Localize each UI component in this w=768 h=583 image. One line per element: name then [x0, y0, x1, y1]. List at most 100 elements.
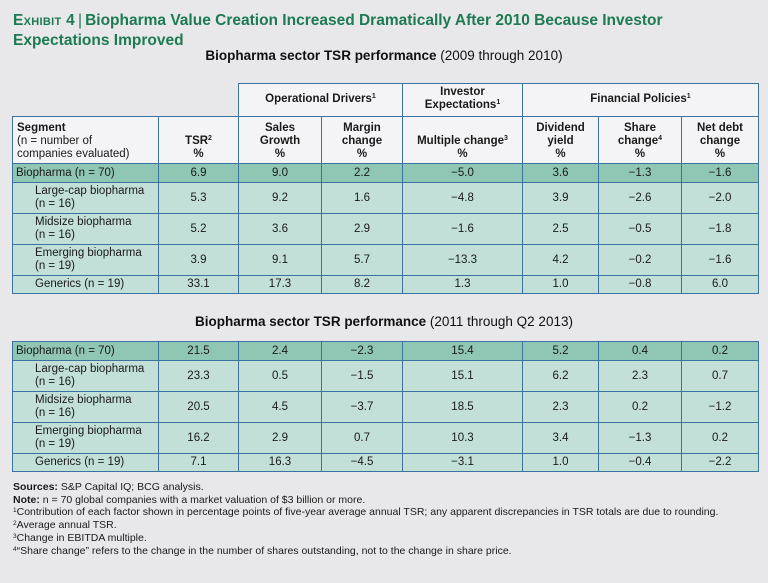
- footnote-1: 1Contribution of each factor shown in pe…: [13, 506, 719, 519]
- table-1-period: (2009 through 2010): [440, 48, 563, 63]
- segment-cell: Large-cap biopharma (n = 16): [12, 360, 159, 392]
- segment-count: (n = 19): [35, 438, 75, 450]
- cell-tsr: 6.9: [158, 163, 239, 183]
- cell-tsr: 23.3: [158, 360, 239, 392]
- group-operational-drivers: Operational Drivers1: [238, 83, 403, 117]
- table-2-period: (2011 through Q2 2013): [429, 314, 573, 329]
- cell-share: −1.3: [598, 422, 682, 454]
- cell-dividend: 1.0: [522, 275, 599, 294]
- cell-sales: 9.1: [238, 244, 322, 276]
- cell-tsr: 3.9: [158, 244, 239, 276]
- cell-multiple: −13.3: [402, 244, 523, 276]
- cell-netdebt: −1.2: [681, 391, 759, 423]
- cell-margin: −4.5: [321, 453, 403, 472]
- cell-netdebt: 0.2: [681, 422, 759, 454]
- cell-multiple: 18.5: [402, 391, 523, 423]
- cell-sales: 9.0: [238, 163, 322, 183]
- group-financial-policies: Financial Policies1: [522, 83, 759, 117]
- segment-name: Generics (n = 19): [35, 456, 125, 468]
- cell-netdebt: −2.2: [681, 453, 759, 472]
- cell-share: −0.8: [598, 275, 682, 294]
- cell-margin: −1.5: [321, 360, 403, 392]
- col-header-segment: Segment (n = number of companies evaluated…: [12, 116, 159, 164]
- table-1-subtitle: Biopharma sector TSR performance (2009 t…: [0, 48, 768, 63]
- cell-tsr: 5.2: [158, 213, 239, 245]
- tsr-table-2009-2010: Operational Drivers1 Investor Expectation…: [12, 83, 759, 294]
- cell-tsr: 7.1: [158, 453, 239, 472]
- general-note: Note: n = 70 global companies with a mar…: [13, 493, 366, 506]
- table-row: Biopharma (n = 70) 6.9 9.0 2.2 −5.0 3.6 −1.3 −1…: [12, 163, 759, 183]
- table-2-subtitle: Biopharma sector TSR performance (2011 t…: [0, 314, 768, 329]
- cell-netdebt: −1.8: [681, 213, 759, 245]
- cell-multiple: −1.6: [402, 213, 523, 245]
- table-row: Biopharma (n = 70) 21.5 2.4 −2.3 15.4 5.2 0.4 0…: [12, 341, 759, 361]
- cell-tsr: 33.1: [158, 275, 239, 294]
- cell-multiple: 1.3: [402, 275, 523, 294]
- cell-multiple: 15.4: [402, 341, 523, 361]
- cell-multiple: −5.0: [402, 163, 523, 183]
- cell-sales: 0.5: [238, 360, 322, 392]
- cell-dividend: 3.4: [522, 422, 599, 454]
- cell-share: −0.4: [598, 453, 682, 472]
- sources-note: Sources: S&P Capital IQ; BCG analysis.: [13, 481, 204, 493]
- cell-netdebt: 0.7: [681, 360, 759, 392]
- segment-name: Large-cap biopharma: [35, 185, 145, 197]
- cell-sales: 2.9: [238, 422, 322, 454]
- table-2-subtitle-text: Biopharma sector TSR performance: [195, 314, 427, 329]
- cell-multiple: 15.1: [402, 360, 523, 392]
- table-row: Midsize biopharma (n = 16) 5.2 3.6 2.9 −1.6 2.…: [12, 213, 759, 245]
- footnotes: Sources: S&P Capital IQ; BCG analysis. N…: [13, 481, 758, 557]
- segment-name: Midsize biopharma: [35, 216, 132, 228]
- segment-cell: Generics (n = 19): [12, 453, 159, 472]
- cell-dividend: 2.3: [522, 391, 599, 423]
- cell-sales: 16.3: [238, 453, 322, 472]
- table-row: Emerging biopharma (n = 19) 3.9 9.1 5.7 −13.3…: [12, 244, 759, 276]
- cell-dividend: 1.0: [522, 453, 599, 472]
- cell-share: 0.4: [598, 341, 682, 361]
- cell-dividend: 6.2: [522, 360, 599, 392]
- cell-share: 2.3: [598, 360, 682, 392]
- segment-name: Biopharma (n = 70): [16, 344, 115, 357]
- table-row: Large-cap biopharma (n = 16) 5.3 9.2 1.6 −4.8…: [12, 182, 759, 214]
- cell-tsr: 16.2: [158, 422, 239, 454]
- segment-cell: Emerging biopharma (n = 19): [12, 244, 159, 276]
- table-row: Generics (n = 19) 7.1 16.3 −4.5 −3.1 1.0 −0.4−…: [12, 453, 759, 472]
- cell-dividend: 5.2: [522, 341, 599, 361]
- cell-dividend: 3.6: [522, 163, 599, 183]
- segment-cell: Large-cap biopharma (n = 16): [12, 182, 159, 214]
- cell-margin: 0.7: [321, 422, 403, 454]
- cell-multiple: 10.3: [402, 422, 523, 454]
- segment-name: Emerging biopharma: [35, 247, 142, 259]
- cell-share: −0.2: [598, 244, 682, 276]
- col-header-net-debt-change: Net debt change%: [681, 116, 759, 164]
- cell-multiple: −3.1: [402, 453, 523, 472]
- segment-cell: Midsize biopharma (n = 16): [12, 213, 159, 245]
- cell-margin: 2.2: [321, 163, 403, 183]
- cell-share: −1.3: [598, 163, 682, 183]
- col-header-dividend-yield: Dividend yield%: [522, 116, 599, 164]
- segment-cell: Emerging biopharma (n = 19): [12, 422, 159, 454]
- col-header-sales-growth: Sales Growth%: [238, 116, 322, 164]
- segment-count: (n = 16): [35, 376, 75, 388]
- cell-margin: 8.2: [321, 275, 403, 294]
- cell-netdebt: −1.6: [681, 244, 759, 276]
- cell-sales: 9.2: [238, 182, 322, 214]
- col-header-tsr: TSR2%: [158, 116, 239, 164]
- segment-count: (n = 16): [35, 407, 75, 419]
- footnote-4: 4“Share change” refers to the change in …: [13, 544, 512, 557]
- cell-margin: −2.3: [321, 341, 403, 361]
- cell-netdebt: 6.0: [681, 275, 759, 294]
- cell-margin: 1.6: [321, 182, 403, 214]
- cell-sales: 3.6: [238, 213, 322, 245]
- cell-share: −2.6: [598, 182, 682, 214]
- segment-cell: Biopharma (n = 70): [12, 341, 159, 361]
- segment-cell: Biopharma (n = 70): [12, 163, 159, 183]
- footnote-2: 2Average annual TSR.: [13, 519, 117, 532]
- table-1-subtitle-text: Biopharma sector TSR performance: [205, 48, 437, 63]
- segment-cell: Midsize biopharma (n = 16): [12, 391, 159, 423]
- header-spacer: [13, 84, 239, 117]
- segment-name: Generics (n = 19): [35, 278, 125, 290]
- col-header-multiple-change: Multiple change3%: [402, 116, 523, 164]
- cell-share: −0.5: [598, 213, 682, 245]
- col-header-margin-change: Margin change%: [321, 116, 403, 164]
